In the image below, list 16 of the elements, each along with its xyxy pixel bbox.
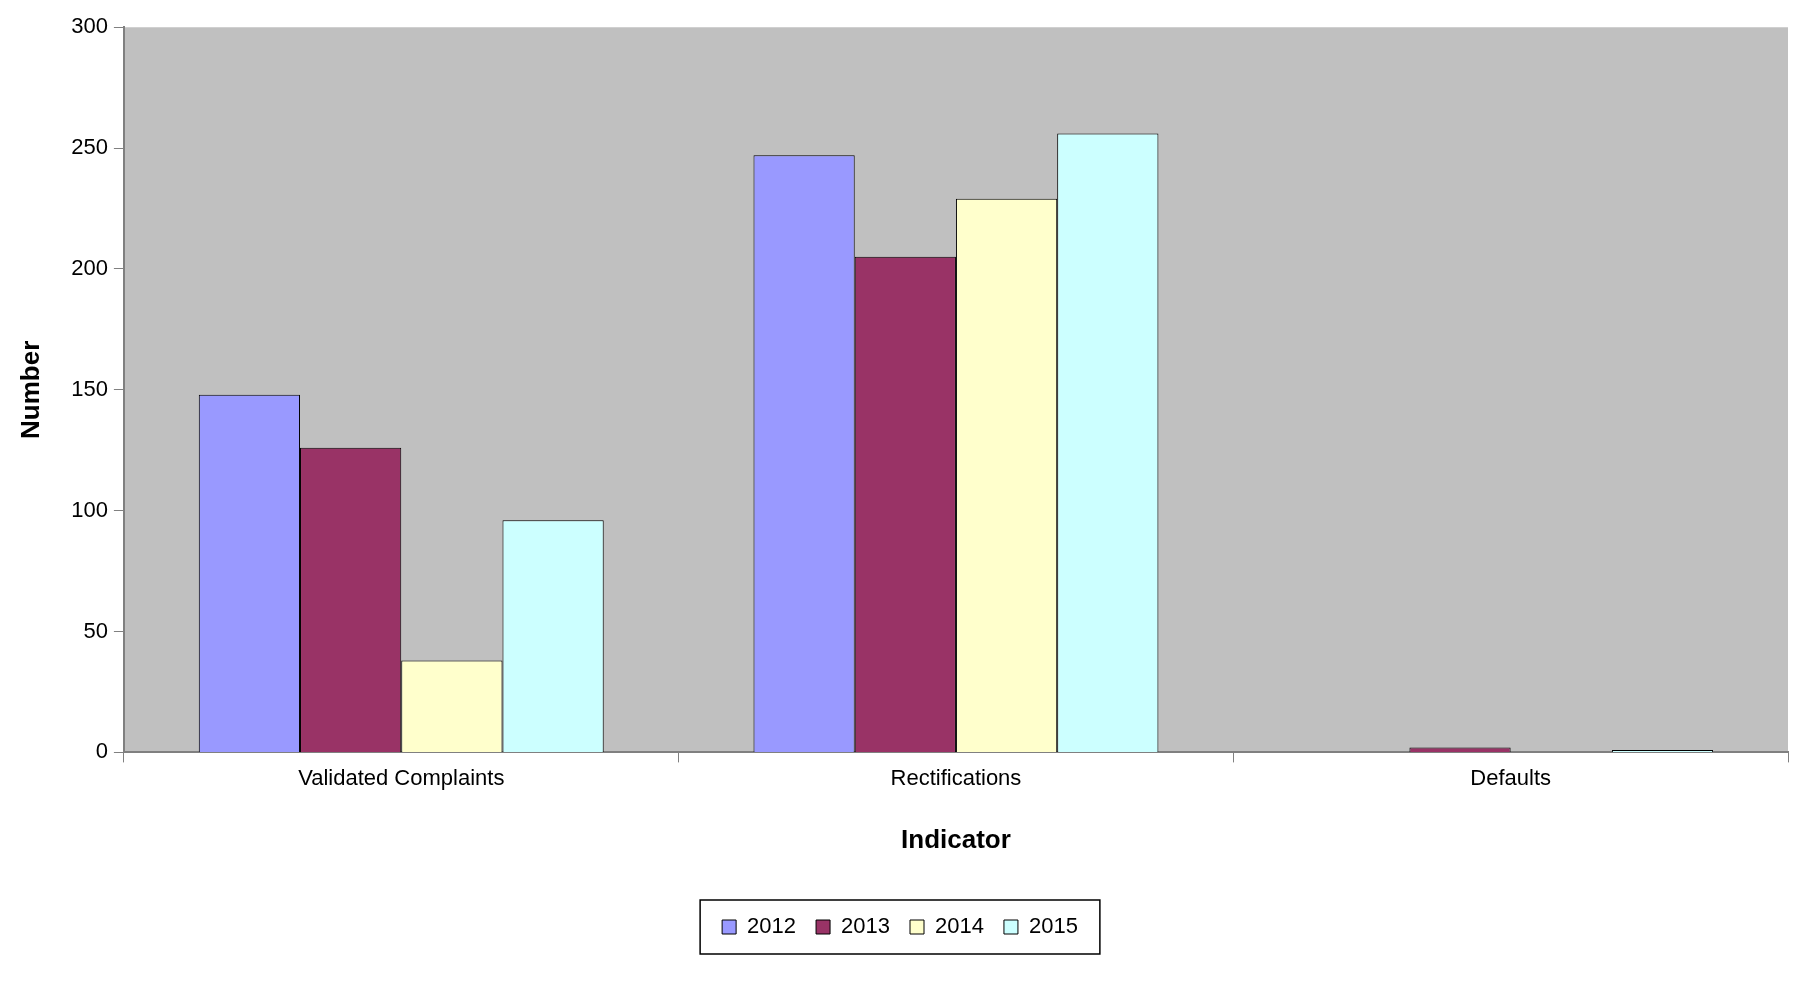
y-tick-label: 100 [71, 496, 108, 522]
y-tick-label: 0 [95, 738, 108, 764]
y-tick-label: 50 [83, 617, 108, 643]
legend-label: 2014 [935, 913, 984, 939]
y-axis-title: Number [14, 340, 45, 439]
x-tick-label: Defaults [1470, 764, 1552, 790]
legend-label: 2012 [747, 913, 797, 939]
x-tick-label: Rectifications [890, 764, 1022, 790]
y-tick-label: 300 [71, 13, 108, 39]
y-tick-label: 200 [71, 255, 108, 280]
legend-label: 2015 [1028, 913, 1078, 939]
x-axis-title: Indicator [901, 823, 1011, 854]
y-tick-label: 150 [71, 375, 108, 401]
y-tick-label: 250 [71, 134, 108, 160]
x-tick-label: Validated Complaints [298, 764, 505, 790]
legend-label: 2013 [841, 913, 891, 939]
